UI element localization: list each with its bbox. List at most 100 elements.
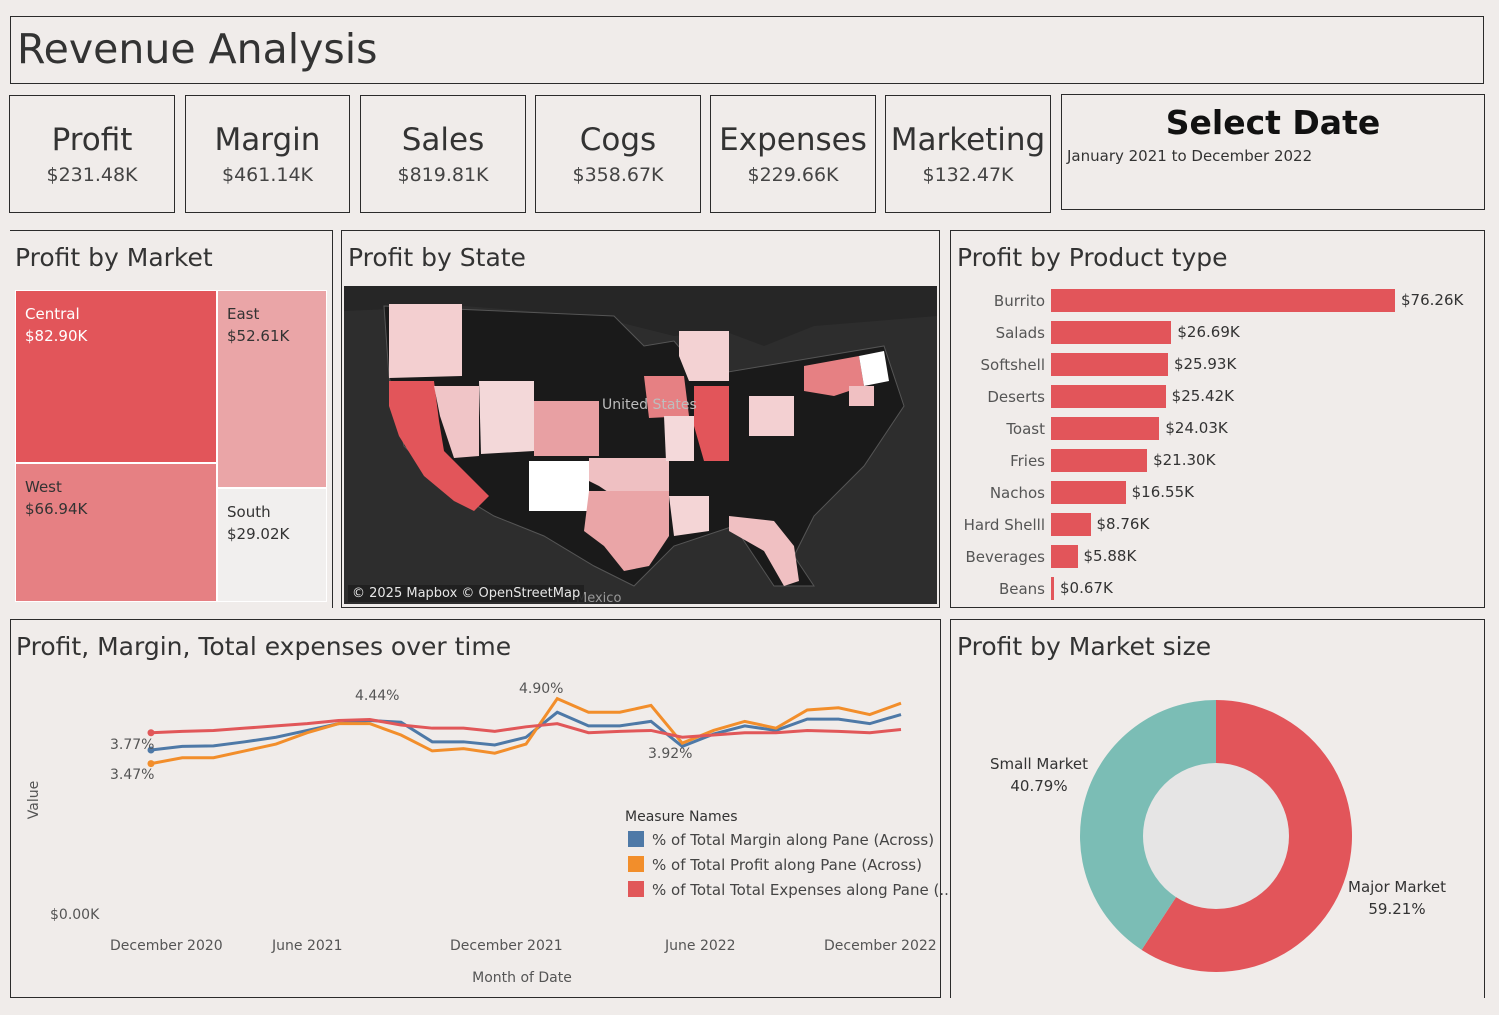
kpi-label: Marketing bbox=[890, 122, 1046, 158]
series-point[interactable] bbox=[147, 746, 155, 754]
bar-value-label: $24.03K bbox=[1165, 419, 1228, 437]
product-bar[interactable] bbox=[1051, 385, 1166, 408]
treemap-cell-east[interactable]: East $52.61K bbox=[218, 291, 326, 487]
timeseries-chart: Value $0.00K December 2020 June 2021 Dec… bbox=[26, 681, 937, 986]
product-panel-title: Profit by Product type bbox=[957, 243, 1228, 272]
x-tick: June 2021 bbox=[271, 938, 343, 954]
product-bar[interactable] bbox=[1051, 513, 1091, 536]
select-date-title: Select Date bbox=[1165, 103, 1381, 142]
state-shapes[interactable] bbox=[389, 304, 889, 586]
annotation-label: 3.92% bbox=[648, 746, 692, 762]
timeseries-panel-title: Profit, Margin, Total expenses over time bbox=[16, 632, 512, 661]
kpi-label: Expenses bbox=[719, 122, 867, 158]
bar-category-label: Softshell bbox=[980, 356, 1045, 374]
kpi-value: $229.66K bbox=[747, 164, 839, 186]
legend-item-margin[interactable]: % of Total Margin along Pane (Across) bbox=[628, 831, 934, 849]
bar-category-label: Deserts bbox=[987, 388, 1045, 406]
state-map[interactable]: United States Mexico © 2025 Mapbox © Ope… bbox=[344, 286, 937, 604]
kpi-marketing[interactable]: Marketing $132.47K bbox=[885, 95, 1051, 213]
timeseries-xlabel: Month of Date bbox=[472, 970, 572, 986]
donut-hole bbox=[1143, 763, 1289, 909]
us-map-graphic: United States Mexico bbox=[344, 286, 937, 604]
market-size-panel-title: Profit by Market size bbox=[957, 632, 1212, 661]
bar-category-label: Salads bbox=[995, 324, 1045, 342]
treemap-cell-value: $82.90K bbox=[25, 327, 88, 345]
legend-label: % of Total Total Expenses along Pane (.. bbox=[652, 881, 949, 899]
kpi-value: $132.47K bbox=[922, 164, 1014, 186]
bar-category-label: Burrito bbox=[993, 292, 1045, 310]
kpi-expenses[interactable]: Expenses $229.66K bbox=[710, 95, 876, 213]
pie-label-small: Small Market 40.79% bbox=[985, 753, 1093, 797]
bar-category-label: Beverages bbox=[965, 548, 1045, 566]
product-bar[interactable] bbox=[1051, 417, 1160, 440]
kpi-value: $461.14K bbox=[221, 164, 314, 186]
bar-value-label: $16.55K bbox=[1131, 483, 1194, 501]
annotation-label: 4.90% bbox=[519, 681, 563, 697]
legend-swatch bbox=[628, 856, 644, 872]
map-mexico-label: Mexico bbox=[576, 591, 621, 604]
kpi-value: $819.81K bbox=[397, 164, 489, 186]
treemap-cell-name: South bbox=[227, 503, 271, 521]
series-point[interactable] bbox=[147, 729, 155, 737]
bar-value-label: $26.69K bbox=[1177, 323, 1240, 341]
legend-swatch bbox=[628, 881, 644, 897]
pie-label-name: Major Market bbox=[1348, 878, 1446, 896]
map-attribution[interactable]: © 2025 Mapbox © OpenStreetMap bbox=[348, 585, 585, 602]
market-panel: Profit by Market bbox=[10, 230, 333, 608]
timeseries-panel: Profit, Margin, Total expenses over time bbox=[10, 619, 941, 998]
legend-label: % of Total Margin along Pane (Across) bbox=[652, 831, 935, 849]
legend-label: % of Total Profit along Pane (Across) bbox=[652, 856, 922, 874]
kpi-cogs[interactable]: Cogs $358.67K bbox=[535, 95, 701, 213]
select-date-filter[interactable]: Select Date January 2021 to December 202… bbox=[1061, 94, 1485, 210]
annotation-label: 3.77% bbox=[110, 737, 154, 753]
bar-value-label: $5.88K bbox=[1083, 547, 1137, 565]
bar-value-label: $25.42K bbox=[1171, 387, 1234, 405]
product-bar[interactable] bbox=[1051, 321, 1172, 344]
product-bar[interactable] bbox=[1051, 545, 1078, 568]
kpi-label: Margin bbox=[214, 122, 321, 158]
product-bar[interactable] bbox=[1051, 289, 1395, 312]
pie-label-pct: 40.79% bbox=[1010, 777, 1068, 795]
treemap-cell-central[interactable]: Central $82.90K bbox=[16, 291, 216, 462]
select-date-range[interactable]: January 2021 to December 2022 bbox=[1067, 147, 1313, 165]
state-panel-title: Profit by State bbox=[348, 243, 526, 272]
bar-value-label: $76.26K bbox=[1401, 291, 1464, 309]
market-size-panel: Profit by Market size bbox=[950, 619, 1485, 998]
treemap-cell-south[interactable]: South $29.02K bbox=[218, 489, 326, 601]
kpi-value: $231.48K bbox=[46, 164, 138, 186]
bar-value-label: $21.30K bbox=[1153, 451, 1216, 469]
product-panel: Profit by Product type bbox=[950, 230, 1485, 608]
state-panel: Profit by State bbox=[341, 230, 940, 608]
legend-swatch bbox=[628, 831, 644, 847]
product-bar[interactable] bbox=[1051, 481, 1126, 504]
legend-item-profit[interactable]: % of Total Profit along Pane (Across) bbox=[628, 856, 922, 874]
market-size-donut bbox=[1080, 700, 1352, 972]
x-tick: December 2022 bbox=[824, 938, 937, 954]
kpi-value: $358.67K bbox=[572, 164, 664, 186]
treemap-cell-west[interactable]: West $66.94K bbox=[16, 464, 216, 601]
dashboard-title: Revenue Analysis bbox=[17, 25, 378, 73]
treemap-cell-value: $66.94K bbox=[25, 500, 88, 518]
bar-category-label: Nachos bbox=[989, 484, 1045, 502]
timeseries-ylabel: Value bbox=[26, 781, 42, 819]
dashboard-title-box: Revenue Analysis bbox=[10, 16, 1484, 84]
kpi-sales[interactable]: Sales $819.81K bbox=[360, 95, 526, 213]
bar-value-label: $0.67K bbox=[1060, 579, 1113, 597]
product-bar[interactable] bbox=[1051, 449, 1148, 472]
treemap-cell-name: West bbox=[25, 478, 62, 496]
product-bar[interactable] bbox=[1051, 353, 1168, 376]
kpi-profit[interactable]: Profit $231.48K bbox=[9, 95, 175, 213]
market-treemap: Central $82.90K East $52.61K West $66.94… bbox=[15, 290, 327, 602]
timeseries-y-zero: $0.00K bbox=[50, 907, 100, 923]
treemap-cell-name: East bbox=[227, 305, 260, 323]
x-tick: December 2020 bbox=[110, 938, 223, 954]
treemap-cell-value: $29.02K bbox=[227, 525, 290, 543]
kpi-margin[interactable]: Margin $461.14K bbox=[185, 95, 350, 213]
treemap-cell-name: Central bbox=[25, 305, 80, 323]
legend-item-expenses[interactable]: % of Total Total Expenses along Pane (.. bbox=[628, 881, 949, 899]
bar-value-label: $8.76K bbox=[1096, 515, 1150, 533]
kpi-label: Profit bbox=[51, 122, 133, 158]
product-bar[interactable] bbox=[1051, 577, 1055, 600]
market-panel-title: Profit by Market bbox=[15, 243, 213, 272]
series-point[interactable] bbox=[147, 760, 155, 768]
